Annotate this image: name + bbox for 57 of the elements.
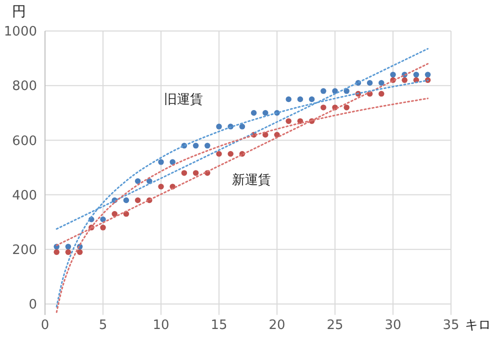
point — [344, 104, 350, 110]
x-tick-label: 15 — [210, 318, 228, 333]
point — [181, 170, 188, 176]
point — [192, 170, 199, 176]
point — [320, 104, 326, 110]
y-tick-label: 0 — [28, 298, 37, 313]
point — [297, 96, 304, 102]
point — [239, 124, 246, 130]
point — [228, 150, 234, 157]
y-tick-label: 200 — [12, 242, 37, 258]
point — [100, 216, 106, 222]
x-tick-label: 30 — [384, 318, 402, 333]
x-tick-label: 5 — [98, 318, 108, 333]
point — [402, 77, 408, 84]
point — [216, 124, 222, 130]
x-tick-label: 35 — [442, 318, 460, 333]
point — [424, 72, 431, 78]
point — [413, 72, 420, 78]
point — [320, 88, 326, 94]
point — [378, 90, 384, 97]
y-tick-label: 600 — [12, 134, 37, 149]
point — [262, 110, 268, 116]
series-label: 新運賃 — [232, 172, 272, 188]
x-tick-label: 25 — [326, 318, 344, 333]
x-axis-title: キロ — [465, 318, 491, 333]
y-tick-label: 800 — [12, 79, 37, 94]
point — [308, 96, 315, 102]
point — [250, 110, 257, 116]
point — [134, 197, 141, 204]
point — [390, 72, 396, 78]
y-tick-label: 400 — [12, 188, 37, 204]
point — [286, 118, 292, 124]
point — [192, 142, 199, 149]
point — [158, 159, 164, 165]
point — [54, 249, 60, 255]
x-tick-label: 0 — [40, 318, 50, 333]
point — [170, 159, 176, 165]
x-tick-label: 10 — [152, 318, 170, 333]
point — [65, 249, 72, 255]
point — [112, 211, 118, 217]
point — [204, 142, 210, 149]
x-tick-label: 20 — [268, 318, 286, 333]
point — [65, 244, 72, 250]
point — [378, 80, 384, 86]
point — [76, 249, 83, 255]
point — [274, 132, 280, 138]
point — [123, 197, 130, 204]
series-label: 旧運賃 — [164, 92, 204, 108]
point — [158, 184, 164, 190]
y-tick-label: 1000 — [4, 24, 37, 40]
point — [100, 224, 106, 230]
point — [216, 150, 222, 157]
point — [262, 132, 268, 138]
y-axis-title: 円 — [12, 4, 26, 20]
point — [286, 96, 292, 102]
point — [366, 80, 373, 86]
point — [134, 178, 141, 184]
